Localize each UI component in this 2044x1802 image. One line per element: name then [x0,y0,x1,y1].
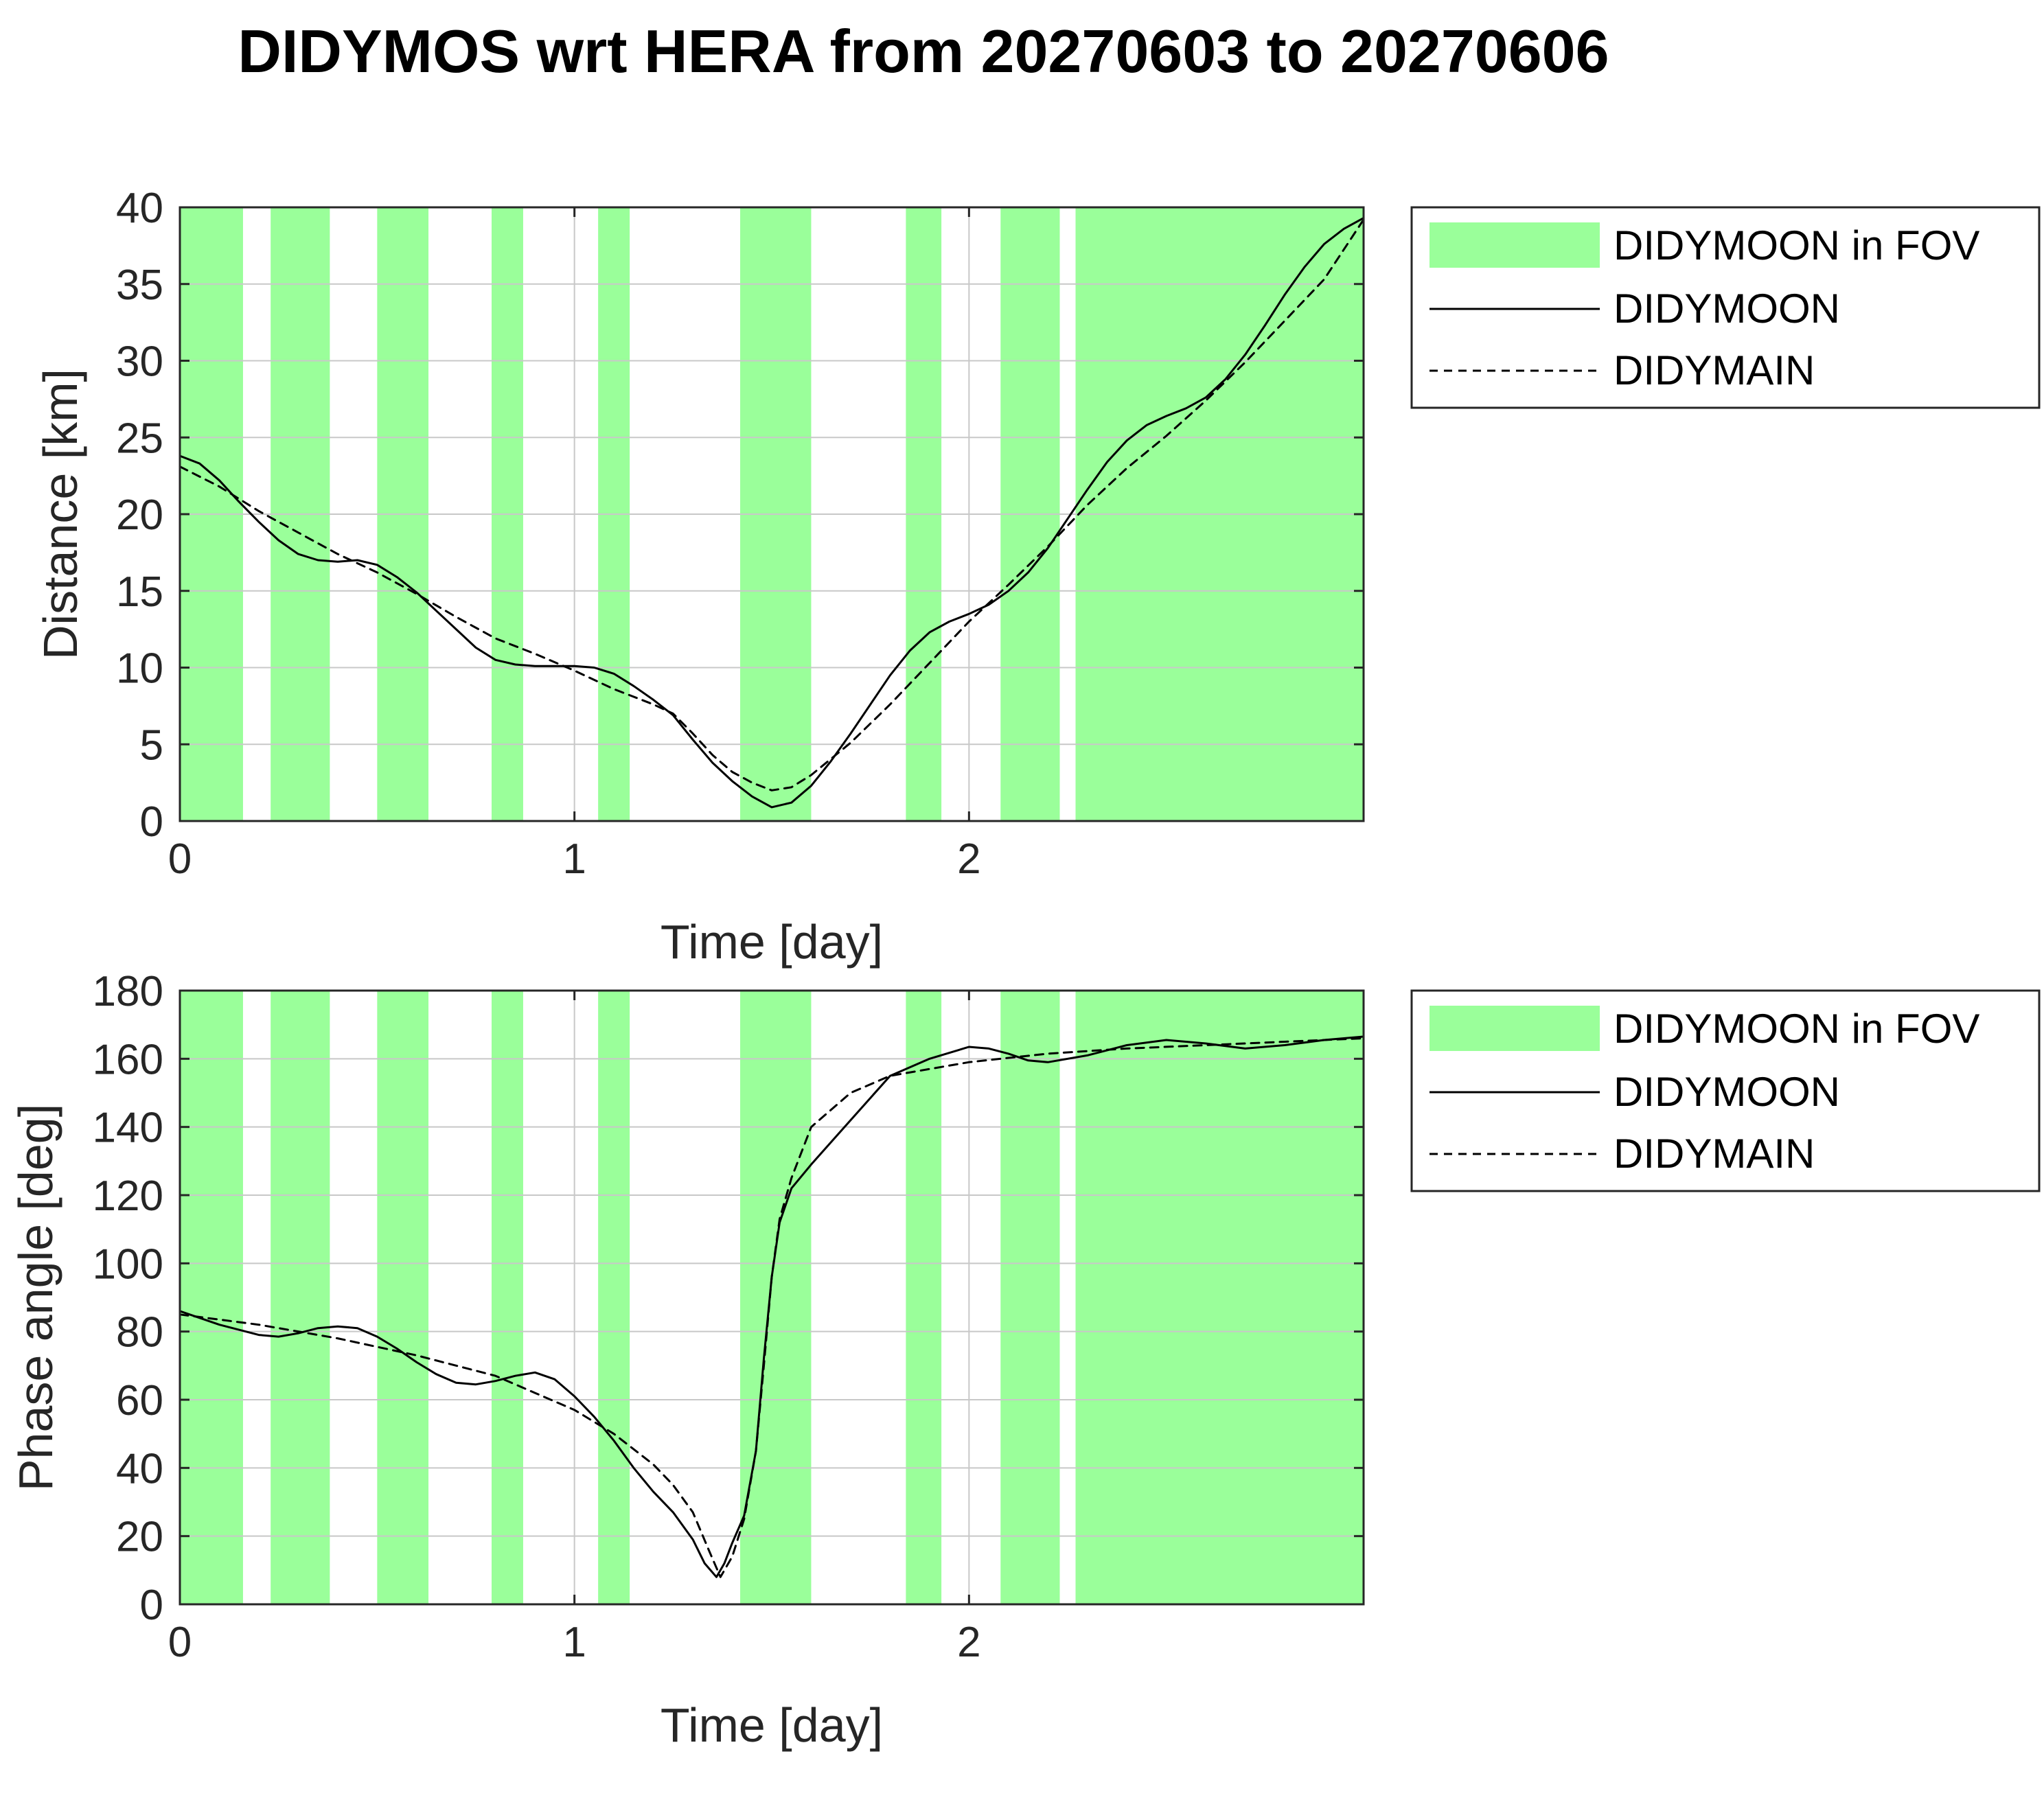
distance-x-tick-label: 1 [562,835,586,883]
distance-y-tick-label: 10 [116,645,163,693]
phase-angle-y-tick-label: 180 [93,968,163,1015]
phase-angle-x-tick-label: 0 [168,1619,192,1666]
phase-angle-chart-x-axis-label: Time [day] [661,1698,883,1752]
distance-legend-didymain-label: DIDYMAIN [1614,347,1815,393]
phase-angle-y-tick-label: 20 [116,1514,163,1561]
distance-chart-x-axis-label: Time [day] [661,915,883,969]
phase-angle-chart-plot-frame [179,989,1365,1606]
phase-angle-y-tick-label: 100 [93,1240,163,1288]
distance-y-tick-label: 5 [140,721,163,769]
figure-title: DIDYMOS wrt HERA from 20270603 to 202706… [238,17,1609,85]
phase-angle-fov-band [491,991,523,1604]
distance-y-tick-label: 15 [116,568,163,616]
distance-legend-fov-swatch [1429,222,1600,268]
phase-angle-y-tick-label: 0 [140,1582,163,1629]
phase-angle-y-tick-label: 40 [116,1445,163,1492]
phase-angle-fov-band [740,991,812,1604]
phase-angle-fov-band [1075,991,1364,1604]
phase-angle-y-tick-label: 160 [93,1036,163,1083]
phase-angle-y-tick-label: 80 [116,1309,163,1356]
distance-y-tick-label: 40 [116,185,163,232]
phase-angle-y-tick-label: 60 [116,1377,163,1424]
distance-x-tick-label: 0 [168,835,192,883]
distance-series-didymain [179,218,1365,792]
phase-legend-didymain-label: DIDYMAIN [1614,1131,1815,1177]
phase-angle-y-tick-label: 140 [93,1105,163,1152]
phase-legend-fov-swatch [1429,1006,1600,1051]
distance-y-tick-label: 20 [116,492,163,539]
distance-chart-y-axis-label: Distance [km] [34,369,87,660]
phase-legend-fov-label: DIDYMOON in FOV [1614,1006,1979,1052]
phase-angle-fov-band [271,991,330,1604]
phase-angle-fov-band [180,991,243,1604]
phase-angle-x-tick-label: 1 [562,1619,586,1666]
distance-legend-fov-label: DIDYMOON in FOV [1614,222,1979,268]
phase-angle-x-tick-label: 2 [957,1619,980,1666]
phase-angle-y-tick-label: 120 [93,1173,163,1220]
phase-legend-didymoon-label: DIDYMOON [1614,1069,1840,1115]
phase-angle-series-didymoon [179,1035,1365,1578]
distance-series-didymoon [179,217,1365,809]
distance-x-tick-label: 2 [957,835,980,883]
phase-angle-fov-band [598,991,630,1604]
phase-angle-fov-band [377,991,429,1604]
distance-y-tick-label: 30 [116,338,163,386]
phase-angle-chart-y-axis-label: Phase angle [deg] [9,1104,62,1491]
phase-angle-fov-band [906,991,942,1604]
phase-angle-series-didymain [179,1037,1365,1578]
distance-y-tick-label: 25 [116,415,163,462]
distance-y-tick-label: 0 [140,798,163,846]
distance-y-tick-label: 35 [116,262,163,309]
distance-legend-didymoon-label: DIDYMOON [1614,286,1840,332]
phase-angle-fov-band [1000,991,1060,1604]
phase-angle-chart-legend: DIDYMOON in FOV DIDYMOON DIDYMAIN [1410,989,2041,1192]
distance-chart-legend: DIDYMOON in FOV DIDYMOON DIDYMAIN [1410,206,2041,409]
